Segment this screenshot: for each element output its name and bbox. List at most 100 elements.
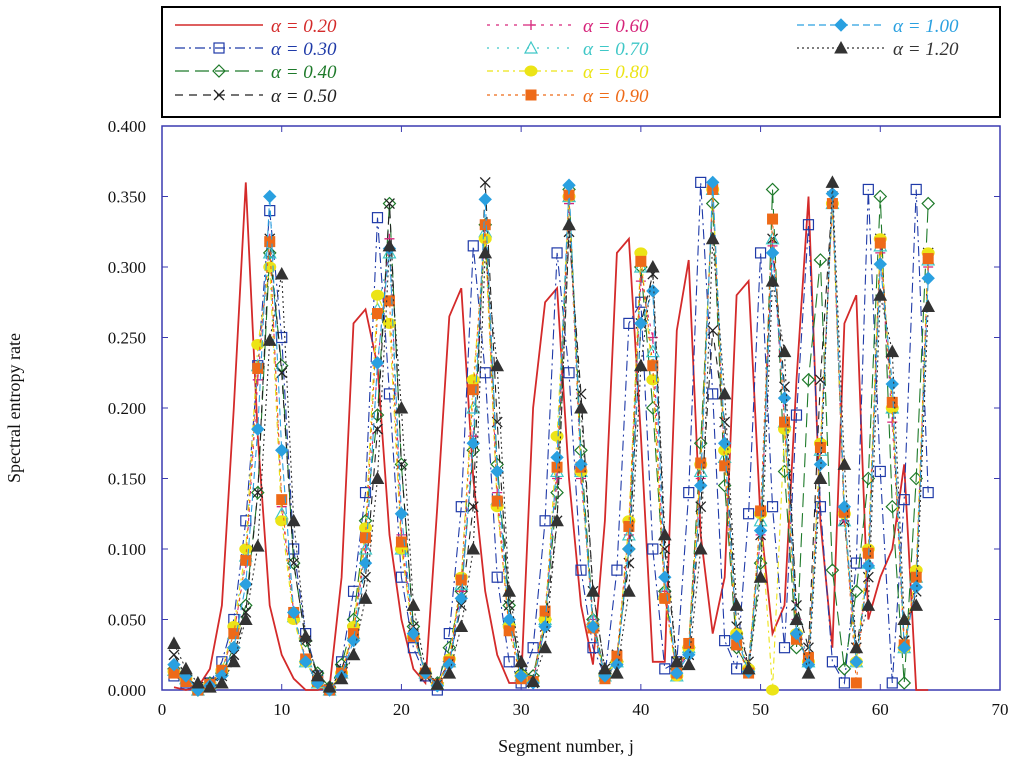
data-point [394, 400, 409, 414]
x-tick-label: 10 [273, 700, 290, 719]
data-point [430, 677, 445, 690]
legend-item: α = 0.60 [487, 16, 649, 37]
legend-box [161, 6, 1001, 118]
data-point [705, 175, 720, 190]
data-point [466, 400, 481, 414]
data-point [227, 640, 241, 655]
data-point [167, 657, 181, 672]
data-point [707, 388, 719, 400]
data-point [765, 274, 780, 287]
data-point [645, 401, 660, 415]
data-point [491, 495, 503, 507]
data-point [909, 580, 923, 594]
data-point [813, 471, 828, 484]
series-line [173, 182, 929, 691]
data-point [635, 276, 646, 287]
data-point [789, 612, 804, 625]
data-point [358, 591, 373, 604]
data-point [406, 598, 421, 611]
data-point [478, 192, 492, 207]
data-point [791, 599, 802, 611]
legend-item: α = 0.40 [175, 62, 337, 83]
data-point [466, 541, 481, 555]
data-point [838, 677, 850, 689]
legend-item: α = 1.20 [797, 39, 959, 60]
legend-label: α = 0.60 [583, 16, 649, 37]
data-point [574, 400, 588, 414]
x-tick-label: 20 [393, 700, 410, 719]
data-point [442, 666, 457, 679]
data-point [275, 443, 289, 458]
data-point [382, 238, 397, 252]
data-point [862, 183, 874, 196]
data-point [322, 680, 337, 693]
series-line [173, 182, 929, 691]
x-tick-label: 70 [992, 700, 1009, 719]
data-point [358, 541, 373, 555]
data-point [897, 640, 911, 655]
data-point [767, 213, 779, 225]
data-point [455, 574, 467, 586]
data-point [729, 598, 744, 611]
legend-label: α = 0.50 [271, 86, 337, 107]
data-point [359, 487, 372, 499]
data-point [659, 663, 671, 675]
data-point [825, 175, 840, 188]
data-point [801, 372, 816, 387]
series-line [173, 189, 929, 691]
data-point [467, 384, 479, 396]
data-point [250, 539, 265, 552]
data-point [765, 182, 780, 197]
data-point [742, 508, 755, 520]
y-tick-label: 0.250 [108, 329, 146, 348]
y-tick-label: 0.200 [108, 399, 146, 418]
data-point [657, 527, 672, 541]
series-0 [173, 182, 929, 691]
data-point [717, 386, 732, 400]
data-point [360, 532, 372, 544]
data-point [659, 592, 671, 604]
data-point [802, 642, 814, 654]
data-point [849, 655, 864, 669]
data-point [454, 591, 468, 606]
legend-marker [524, 65, 538, 77]
data-point [909, 598, 924, 611]
data-point [167, 636, 181, 649]
data-point [779, 381, 790, 393]
data-point [240, 606, 252, 618]
data-point [753, 523, 768, 538]
series-8 [167, 175, 935, 697]
y-tick-label: 0.000 [108, 681, 146, 700]
data-point [370, 289, 384, 301]
legend-label: α = 1.20 [893, 39, 959, 60]
data-point [539, 605, 551, 617]
data-point [885, 499, 900, 514]
data-point [371, 212, 384, 224]
data-point [669, 654, 684, 668]
data-point [634, 316, 648, 331]
data-point [454, 619, 469, 633]
data-point [168, 649, 180, 661]
data-point [238, 612, 253, 625]
data-point [681, 657, 696, 671]
data-point [598, 661, 612, 675]
data-point [921, 196, 936, 211]
data-point [610, 666, 624, 679]
series-layer [166, 175, 936, 697]
data-point [886, 396, 898, 408]
data-point [717, 436, 732, 450]
legend: α = 0.20α = 0.30α = 0.40 α = 0.50 α = 0.60… [161, 6, 1001, 118]
data-point [635, 255, 647, 267]
data-point [766, 684, 780, 696]
y-axis-label: Spectral entropy rate [4, 333, 24, 483]
x-axis-label: Segment number, j [498, 736, 634, 756]
data-point [274, 358, 289, 373]
data-point [886, 677, 898, 689]
data-point [789, 626, 804, 641]
series-line [173, 182, 929, 692]
y-tick-label: 0.050 [108, 611, 146, 630]
data-point [479, 176, 491, 188]
data-point [262, 333, 277, 346]
data-point [239, 543, 253, 555]
